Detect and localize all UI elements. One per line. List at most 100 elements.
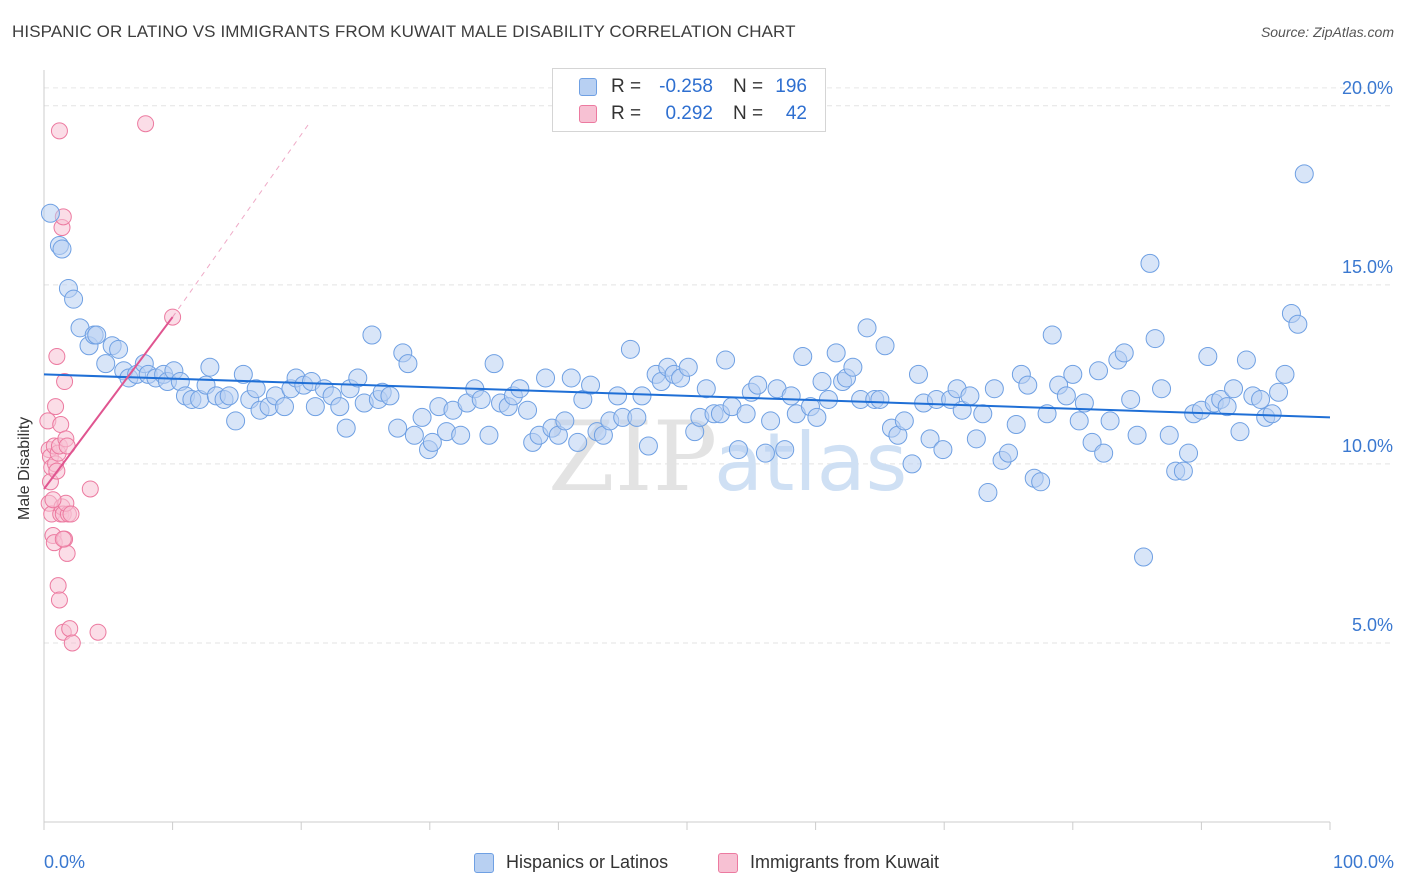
data-point	[960, 386, 980, 406]
series-label-kuwait: Immigrants from Kuwait	[750, 852, 940, 872]
data-point	[775, 440, 795, 460]
data-point	[1275, 364, 1295, 384]
data-point	[52, 239, 72, 259]
data-point	[984, 379, 1004, 399]
data-point	[412, 407, 432, 427]
data-point	[627, 407, 647, 427]
watermark-atlas: atlas	[714, 416, 907, 509]
data-point	[330, 397, 350, 417]
legend-r-value: -0.258	[659, 76, 713, 97]
data-point	[1294, 164, 1314, 184]
data-point	[978, 483, 998, 503]
y-tick-label: 15.0%	[1342, 257, 1393, 277]
data-point	[1069, 411, 1089, 431]
data-point	[1089, 361, 1109, 381]
series-legend: Hispanics or Latinos Immigrants from Kuw…	[0, 852, 1406, 878]
data-point	[902, 454, 922, 474]
data-point	[781, 386, 801, 406]
data-point	[246, 379, 266, 399]
data-point	[200, 357, 220, 377]
data-point	[1018, 375, 1038, 395]
data-point	[678, 357, 698, 377]
data-point	[736, 404, 756, 424]
data-point	[1145, 329, 1165, 349]
data-point	[48, 347, 66, 365]
data-point	[40, 203, 60, 223]
data-point	[62, 505, 80, 523]
data-point	[50, 122, 68, 140]
data-point	[96, 354, 116, 374]
data-point	[479, 425, 499, 445]
legend-n-label: N =	[733, 103, 764, 124]
data-point	[49, 577, 67, 595]
data-point	[716, 350, 736, 370]
legend-row-kuwait: R = 0.292 N = 42	[579, 102, 807, 126]
data-point	[50, 591, 68, 609]
series-legend-kuwait[interactable]: Immigrants from Kuwait	[718, 852, 939, 873]
data-point	[362, 325, 382, 345]
legend-r-label: R =	[611, 76, 642, 97]
data-point	[632, 386, 652, 406]
data-point	[870, 389, 890, 409]
legend-swatch-blue	[579, 78, 597, 96]
data-point	[226, 411, 246, 431]
legend-r-label: R =	[611, 103, 642, 124]
data-point	[1198, 346, 1218, 366]
data-point	[54, 530, 72, 548]
data-point	[1100, 411, 1120, 431]
data-point	[1251, 389, 1271, 409]
data-point	[1134, 547, 1154, 567]
data-point	[748, 375, 768, 395]
data-point	[1094, 443, 1114, 463]
data-point	[1179, 443, 1199, 463]
data-point	[63, 634, 81, 652]
legend-n-label: N =	[733, 76, 764, 97]
data-point	[47, 398, 65, 416]
data-point	[471, 389, 491, 409]
data-point	[875, 336, 895, 356]
data-point	[81, 480, 99, 498]
correlation-legend: R = -0.258 N = 196 R = 0.292 N = 42	[552, 68, 826, 132]
hispanic-points	[40, 164, 1314, 567]
data-point	[388, 418, 408, 438]
data-point	[1121, 389, 1141, 409]
x-tick-min: 0.0%	[44, 852, 86, 872]
data-point	[422, 432, 442, 452]
data-point	[1230, 422, 1250, 442]
data-point	[1152, 379, 1172, 399]
data-point	[568, 432, 588, 452]
data-point	[61, 620, 79, 638]
data-point	[1042, 325, 1062, 345]
legend-r-value: 0.292	[665, 103, 713, 124]
y-tick-label: 20.0%	[1342, 78, 1393, 98]
data-point	[999, 443, 1018, 463]
data-point	[1031, 472, 1051, 492]
data-point	[274, 397, 294, 417]
legend-n-value: 196	[775, 76, 807, 97]
source-label: Source: ZipAtlas.com	[1260, 24, 1394, 40]
data-point	[1262, 404, 1282, 424]
legend-n-value: 42	[785, 103, 807, 124]
data-point	[380, 386, 400, 406]
data-point	[728, 440, 748, 460]
data-point	[1288, 314, 1308, 334]
data-point	[404, 425, 424, 445]
trend-line-kuwait-extension	[172, 123, 310, 318]
series-legend-hispanic[interactable]: Hispanics or Latinos	[474, 852, 668, 873]
data-point	[696, 379, 716, 399]
data-point	[484, 354, 504, 374]
legend-swatch-pink	[579, 105, 597, 123]
y-tick-labels: 5.0% 10.0% 15.0% 20.0%	[1342, 78, 1393, 635]
data-point	[908, 364, 928, 384]
x-tick-max: 100.0%	[1332, 852, 1394, 872]
chart-title: HISPANIC OR LATINO VS IMMIGRANTS FROM KU…	[12, 22, 796, 41]
data-point	[305, 397, 325, 417]
data-point	[451, 425, 471, 445]
data-point	[1114, 343, 1134, 363]
data-point	[581, 375, 601, 395]
trend-line-hispanic	[43, 373, 1331, 419]
data-point	[1140, 253, 1160, 273]
data-point	[843, 357, 863, 377]
data-point	[894, 411, 914, 431]
